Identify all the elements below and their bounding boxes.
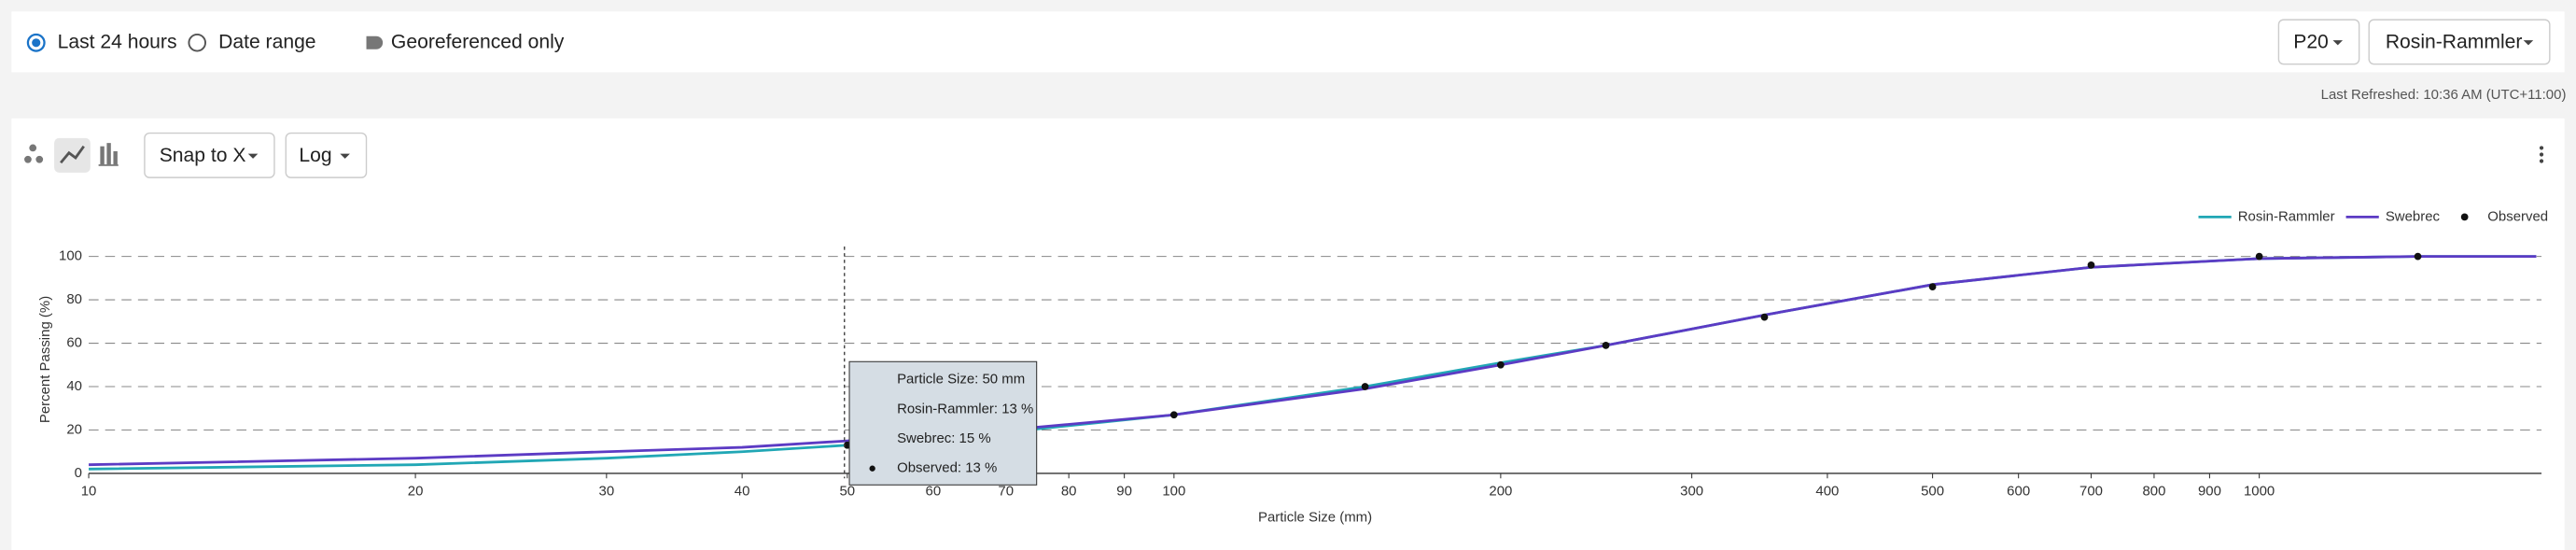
x-tick-label: 500: [1921, 483, 1944, 499]
series-line: [89, 255, 2537, 467]
filter-bar: [11, 11, 2565, 73]
scatter-icon[interactable]: [24, 144, 44, 163]
y-tick-label: 100: [59, 248, 82, 264]
observed-point: [2255, 252, 2263, 261]
legend-swatch: [2460, 213, 2469, 221]
x-tick-label: 40: [735, 483, 750, 499]
x-tick-label: 100: [1162, 483, 1185, 499]
x-tick-label: 90: [1116, 483, 1132, 499]
x-tick-label: 80: [1061, 483, 1077, 499]
tooltip: Particle Size: 50 mm Rosin-Rammler: 13 %…: [848, 360, 1038, 486]
radio[interactable]: [188, 33, 206, 52]
x-tick-label: 700: [2079, 483, 2103, 499]
x-tick-label: 20: [408, 483, 424, 499]
tooltip-line: Particle Size: 50 mm: [897, 372, 1025, 388]
y-tick-label: 40: [66, 378, 82, 394]
kebab-menu[interactable]: [2539, 146, 2544, 163]
y-tick-label: 20: [66, 421, 82, 437]
x-tick-label: 1000: [2244, 483, 2275, 499]
tooltip-line: Observed: 13 %: [897, 460, 997, 476]
caret: [2523, 40, 2534, 46]
plot: 0 20 40 60 80 100 10 20 30 40 50 60 70 80 90 100 200 300 4…: [37, 208, 2548, 525]
observed-point: [1760, 313, 1769, 321]
dropdown[interactable]: [285, 132, 368, 178]
x-tick-label: 200: [1489, 483, 1512, 499]
dropdown[interactable]: [2368, 19, 2551, 65]
dropdown[interactable]: [2277, 19, 2360, 65]
radio-dot: [32, 38, 41, 48]
toggle-label[interactable]: Georeferenced only: [391, 31, 565, 52]
x-tick-label: 10: [81, 483, 97, 499]
last-refreshed: Last Refreshed: 10:36 AM (UTC+11:00): [2321, 87, 2567, 103]
y-tick-label: 60: [66, 335, 82, 351]
caret: [2332, 40, 2344, 46]
y-tick-label: 80: [66, 291, 82, 307]
bar-icon[interactable]: [98, 143, 119, 166]
dropdown-label[interactable]: P20: [2293, 31, 2329, 52]
x-tick-label: 800: [2142, 483, 2165, 499]
chart-panel: [11, 118, 2565, 550]
x-tick-label: 600: [2007, 483, 2030, 499]
x-tick-label: 400: [1815, 483, 1839, 499]
observed-point: [1497, 360, 1505, 369]
dropdown-label[interactable]: Rosin-Rammler: [2386, 31, 2523, 52]
legend-label: Swebrec: [2386, 208, 2441, 224]
line-icon[interactable]: [60, 145, 85, 164]
x-tick-label: 900: [2198, 483, 2221, 499]
caret: [247, 153, 259, 159]
x-tick-label: 60: [926, 483, 942, 499]
tooltip-line: Rosin-Rammler: 13 %: [897, 401, 1033, 416]
caret: [340, 153, 350, 159]
observed-point: [2087, 261, 2095, 269]
observed-point: [1602, 342, 1610, 349]
toggle[interactable]: [366, 35, 384, 49]
x-tick-label: 70: [998, 483, 1014, 499]
observed-point: [1928, 283, 1937, 291]
dropdown-label[interactable]: Log: [299, 145, 331, 166]
radio-label[interactable]: Date range: [218, 31, 315, 52]
tooltip-box: [848, 360, 1038, 486]
radio-label[interactable]: Last 24 hours: [58, 31, 177, 52]
dropdown[interactable]: [144, 132, 275, 178]
legend-label: Observed: [2487, 208, 2548, 224]
dropdown-label[interactable]: Snap to X: [160, 145, 246, 166]
x-tick-label: 30: [599, 483, 615, 499]
observed-point: [1169, 411, 1178, 419]
y-tick-label: 0: [75, 465, 82, 481]
y-axis-label: Percent Passing (%): [37, 296, 53, 423]
x-axis-label: Particle Size (mm): [1258, 509, 1372, 525]
observed-point: [2414, 252, 2422, 261]
observed-point: [1361, 383, 1369, 390]
x-tick-label: 50: [839, 483, 855, 499]
legend-label: Rosin-Rammler: [2238, 208, 2335, 224]
tooltip-line: Swebrec: 15 %: [897, 430, 991, 446]
x-tick-label: 300: [1680, 483, 1703, 499]
tooltip-marker: [869, 465, 875, 472]
